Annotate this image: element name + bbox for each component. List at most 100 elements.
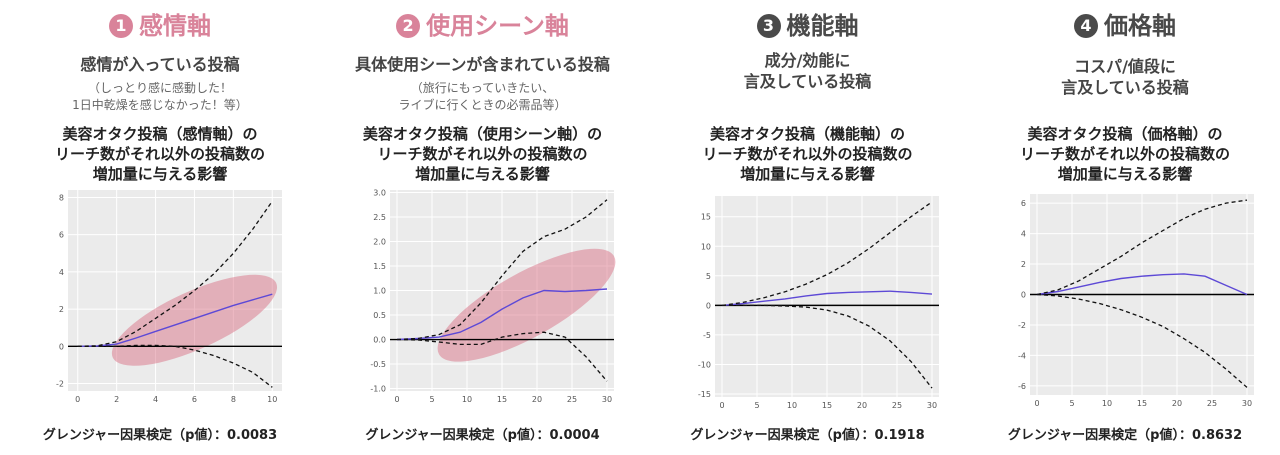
impulse-response-chart: -2 0 2 4 6 8 0 2 4 6 8 10: [56, 190, 282, 404]
description-line: 成分/効能に: [764, 51, 851, 70]
y-tick-label: 2.0: [373, 237, 386, 246]
x-tick-label: 30: [602, 395, 612, 404]
panel-title: 3 機能軸: [645, 6, 970, 41]
y-tick-label: 1.5: [373, 262, 386, 271]
y-tick-label: 6: [59, 231, 64, 240]
x-tick-label: 30: [1242, 399, 1252, 408]
y-tick-label: 1.0: [373, 287, 386, 296]
x-tick-label: 0: [719, 401, 724, 410]
x-tick-label: 25: [892, 401, 902, 410]
y-tick-label: 4: [59, 268, 64, 277]
chart-title-line: 増加量に与える影響: [415, 165, 550, 183]
panel-price: 4 価格軸 コスパ/値段に 言及している投稿 美容オタク投稿（価格軸）の リーチ数…: [970, 0, 1280, 455]
x-tick-label: 0: [394, 395, 399, 404]
y-tick-label: 0: [59, 342, 64, 351]
example-line: ライブに行くときの必需品等）: [398, 98, 567, 112]
y-tick-label: 4: [1021, 230, 1026, 239]
y-tick-label: -1.0: [370, 385, 386, 394]
plot-area: [68, 190, 282, 391]
chart-title-line: リーチ数がそれ以外の投稿数の: [377, 145, 588, 163]
x-tick-label: 5: [429, 395, 434, 404]
x-tick-label: 2: [114, 395, 119, 404]
y-tick-label: 0: [1021, 291, 1026, 300]
x-tick-label: 20: [532, 395, 542, 404]
y-tick-label: -2: [1018, 321, 1026, 330]
panel-title: 1 感情軸: [0, 6, 320, 41]
chart-title-line: 美容オタク投稿（機能軸）の: [709, 125, 905, 143]
description-line: コスパ/値段に: [1074, 57, 1176, 76]
x-tick-label: 5: [1069, 399, 1074, 408]
y-tick-label: 6: [1021, 199, 1026, 208]
x-tick-label: 10: [267, 395, 277, 404]
description-line: 言及している投稿: [743, 72, 872, 91]
x-tick-label: 5: [754, 401, 759, 410]
x-tick-label: 6: [192, 395, 197, 404]
panel-usage-scene: 2 使用シーン軸 具体使用シーンが含まれている投稿 （旅行にもっていきたい、 ライ…: [320, 0, 645, 455]
panel-title: 4 価格軸: [970, 6, 1280, 41]
y-tick-label: -4: [1018, 351, 1026, 360]
y-tick-label: 3.0: [373, 188, 386, 197]
chart-title-line: 美容オタク投稿（価格軸）の: [1027, 125, 1223, 143]
y-tick-label: 0.0: [373, 336, 386, 345]
response-line: [77, 293, 273, 347]
panel-description: 感情が入っている投稿: [0, 54, 320, 75]
granger-test-result: グレンジャー因果検定（p値）：0.0004: [365, 428, 600, 443]
x-tick-label: 30: [927, 401, 937, 410]
example-line: （旅行にもっていきたい、: [410, 81, 555, 95]
chart-title-line: 増加量に与える影響: [92, 165, 228, 183]
y-tick-label: -6: [1018, 382, 1026, 391]
chart-title-line: 美容オタク投稿（感情軸）の: [62, 125, 258, 143]
y-tick-label: 2.5: [373, 213, 386, 222]
example-line: （しっとり感に感動した！: [87, 81, 232, 95]
confidence-band-line: [721, 201, 933, 307]
panel-examples: （旅行にもっていきたい、 ライブに行くときの必需品等）: [320, 80, 645, 114]
panel-examples: （しっとり感に感動した！ 1日中乾燥を感じなかった！等）: [0, 80, 320, 114]
y-tick-label: -10: [698, 360, 711, 369]
chart-title-line: リーチ数がそれ以外の投稿数の: [702, 145, 913, 163]
chart-title-line: 美容オタク投稿（使用シーン軸）の: [362, 125, 603, 143]
impulse-response-chart: -1.0 -0.5 0.0 0.5 1.0 1.5 2.0 2.5 3.0 0 5 10 15 20 25 3…: [370, 188, 616, 404]
chart-title-line: 増加量に与える影響: [1057, 165, 1193, 183]
granger-test-result: グレンジャー因果検定（p値）：0.0083: [42, 428, 278, 443]
panel-description: 成分/効能に 言及している投稿: [645, 50, 970, 92]
response-line: [1036, 273, 1248, 296]
confidence-band-line: [77, 200, 273, 347]
x-tick-label: 25: [1207, 399, 1217, 408]
panel-function: 3 機能軸 成分/効能に 言及している投稿 美容オタク投稿（機能軸）の リーチ数が…: [645, 0, 970, 455]
panel-title-text: 価格軸: [1104, 12, 1176, 40]
y-tick-label: -2: [56, 380, 64, 389]
y-tick-label: 10: [701, 242, 711, 251]
x-tick-label: 15: [1137, 399, 1147, 408]
x-tick-label: 8: [231, 395, 236, 404]
highlight-ellipse: [437, 248, 616, 362]
panel-title-text: 感情軸: [139, 12, 211, 40]
x-tick-label: 25: [567, 395, 577, 404]
x-tick-label: 0: [1034, 399, 1039, 408]
y-tick-label: 2: [59, 305, 64, 314]
y-tick-label: -15: [698, 390, 711, 399]
x-tick-label: 10: [1102, 399, 1112, 408]
chart-title-line: リーチ数がそれ以外の投稿数の: [1019, 145, 1230, 163]
x-tick-label: 0: [75, 395, 80, 404]
confidence-band-line: [396, 331, 608, 382]
number-badge: 3: [756, 14, 781, 38]
y-tick-label: 0.5: [373, 311, 386, 320]
response-line: [396, 288, 608, 341]
x-tick-label: 10: [787, 401, 797, 410]
chart-title-line: 増加量に与える影響: [740, 165, 875, 183]
description-line: 具体使用シーンが含まれている投稿: [355, 55, 610, 74]
number-badge: 4: [1074, 14, 1098, 38]
y-tick-label: 5: [706, 272, 711, 281]
chart-title: 美容オタク投稿（機能軸）の リーチ数がそれ以外の投稿数の 増加量に与える影響: [645, 124, 970, 184]
chart-title-line: リーチ数がそれ以外の投稿数の: [54, 145, 265, 163]
granger-test-result: グレンジャー因果検定（p値）：0.8632: [1007, 428, 1243, 443]
chart-title: 美容オタク投稿（使用シーン軸）の リーチ数がそれ以外の投稿数の 増加量に与える影…: [320, 124, 645, 184]
impulse-response-chart: -6 -4 -2 0 2 4 6 0 5 10 15 20 25 30: [1018, 194, 1254, 408]
confidence-band-line: [396, 199, 608, 341]
y-tick-label: 0: [706, 301, 711, 310]
description-line: 感情が入っている投稿: [80, 55, 240, 74]
x-tick-label: 20: [857, 401, 867, 410]
panel-emotion: 1 感情軸 感情が入っている投稿 （しっとり感に感動した！ 1日中乾燥を感じなかっ…: [0, 0, 320, 455]
granger-test-result: グレンジャー因果検定（p値）：0.1918: [690, 428, 925, 443]
confidence-band-line: [1036, 293, 1248, 388]
